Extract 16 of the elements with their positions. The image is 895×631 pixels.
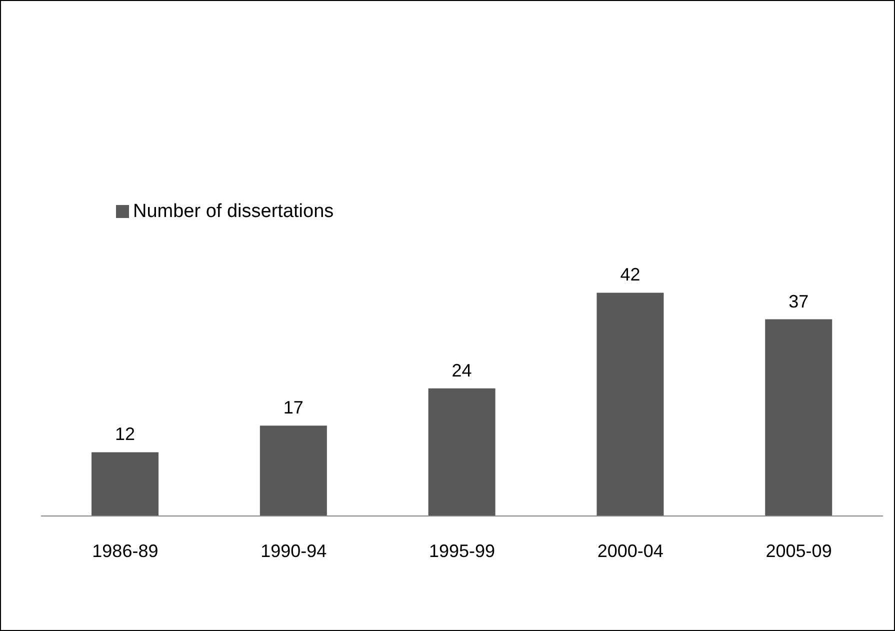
data-label: 24 [452, 360, 472, 380]
data-label: 42 [620, 264, 640, 285]
bar [260, 426, 327, 516]
x-tick-label: 2000-04 [597, 540, 664, 561]
bar [92, 452, 159, 516]
bar [765, 319, 832, 516]
x-tick-label: 1990-94 [260, 540, 327, 561]
bar [428, 388, 496, 516]
x-tick-label: 1986-89 [92, 540, 158, 561]
data-label: 12 [115, 424, 136, 444]
bar [596, 292, 664, 516]
legend-label: Number of dissertations [133, 201, 334, 222]
data-label: 37 [788, 291, 809, 312]
data-label: 17 [283, 398, 304, 418]
x-tick-label: 2005-09 [766, 540, 832, 561]
x-tick-label: 1995-99 [428, 540, 496, 561]
